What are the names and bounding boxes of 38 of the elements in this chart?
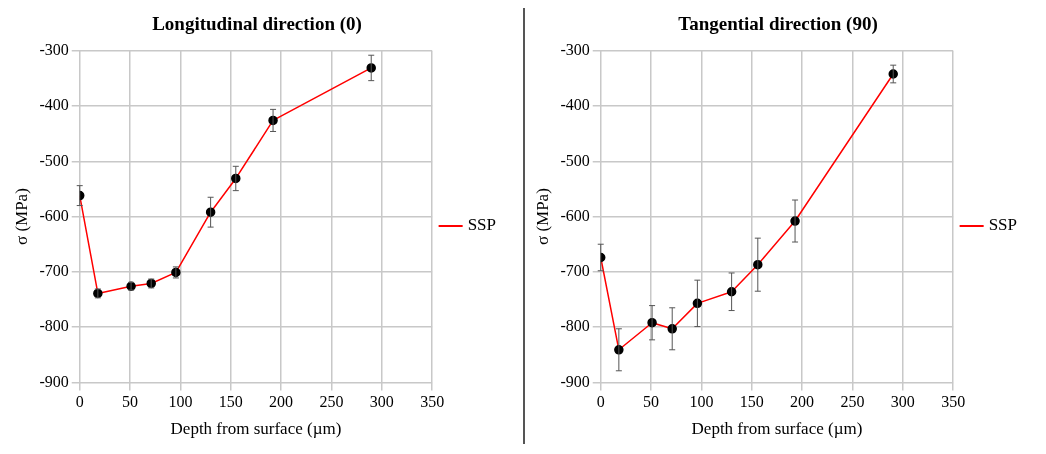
x-axis-title: Depth from surface (µm) (170, 419, 342, 439)
y-tick-label: -600 (560, 206, 590, 224)
y-tick-label: -700 (560, 262, 590, 280)
x-tick-label: 250 (840, 393, 865, 411)
y-tick-label: -800 (560, 317, 590, 335)
x-tick-label: 150 (218, 393, 243, 411)
y-tick-label: -700 (39, 262, 69, 280)
y-axis-title: σ (MPa) (11, 188, 31, 246)
x-tick-label: 0 (75, 393, 84, 411)
legend-label: SSP (988, 215, 1018, 235)
y-tick-label: -900 (39, 372, 69, 390)
y-tick-label: -300 (560, 41, 590, 58)
y-axis-title: σ (MPa) (532, 188, 552, 246)
x-tick-label: 50 (643, 393, 660, 411)
y-tick-label: -600 (39, 206, 69, 224)
x-tick-label: 250 (319, 393, 344, 411)
x-tick-label: 150 (739, 393, 764, 411)
y-tick-label: -900 (560, 372, 590, 390)
x-tick-label: 350 (941, 393, 966, 411)
y-tick-label: -300 (39, 41, 69, 58)
chart-title: Longitudinal direction (0) (152, 13, 362, 36)
x-tick-label: 200 (269, 393, 294, 411)
x-tick-label: 300 (890, 393, 915, 411)
y-tick-label: -400 (560, 96, 590, 114)
x-tick-label: 50 (122, 393, 139, 411)
x-tick-label: 200 (790, 393, 815, 411)
x-tick-label: 100 (168, 393, 193, 411)
y-tick-label: -500 (560, 151, 590, 169)
x-tick-label: 100 (689, 393, 714, 411)
x-tick-label: 300 (369, 393, 394, 411)
chart-title: Tangential direction (90) (678, 13, 878, 36)
y-tick-label: -400 (39, 96, 69, 114)
x-tick-label: 0 (596, 393, 605, 411)
legend-label: SSP (467, 215, 497, 235)
y-tick-label: -800 (39, 317, 69, 335)
x-tick-label: 350 (420, 393, 445, 411)
x-axis-title: Depth from surface (µm) (691, 419, 863, 439)
y-tick-label: -500 (39, 151, 69, 169)
